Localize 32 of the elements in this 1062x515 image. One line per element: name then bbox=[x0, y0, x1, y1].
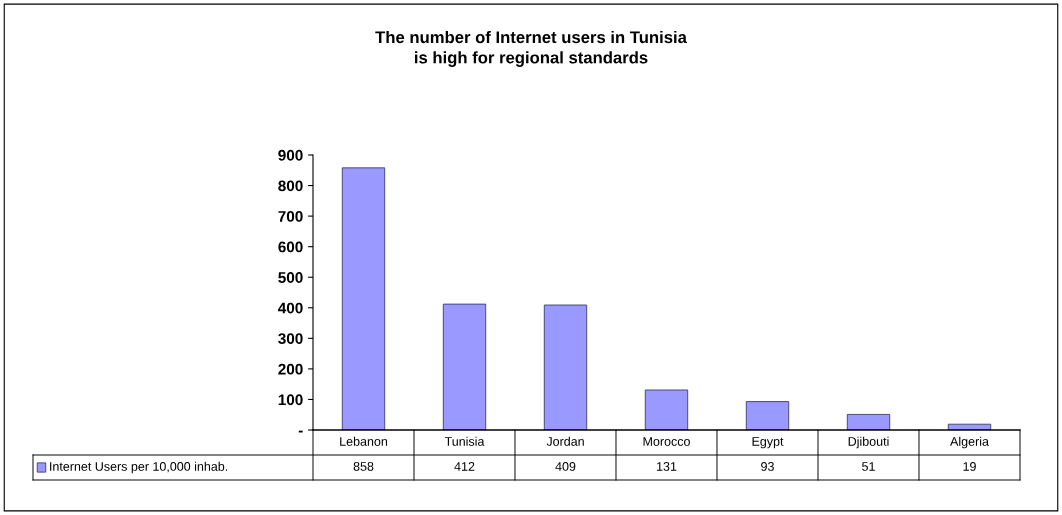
y-tick-label: 300 bbox=[278, 333, 303, 345]
bar bbox=[341, 167, 386, 430]
data-label: 409 bbox=[555, 462, 576, 471]
y-tick-label: 900 bbox=[278, 149, 303, 161]
bar bbox=[644, 389, 689, 430]
y-tick-label: 200 bbox=[278, 363, 303, 375]
y-tick-label: 800 bbox=[278, 180, 303, 192]
y-tick-label: 400 bbox=[278, 302, 303, 314]
y-tick-label: 700 bbox=[278, 210, 303, 222]
bar bbox=[745, 401, 790, 430]
data-label: 51 bbox=[862, 462, 875, 471]
bar bbox=[442, 303, 487, 430]
x-tick-label: Egypt bbox=[752, 437, 784, 449]
y-tick-label: 100 bbox=[278, 394, 303, 406]
bar bbox=[846, 414, 891, 430]
data-label: 412 bbox=[454, 462, 475, 471]
x-tick-label: Tunisia bbox=[444, 436, 485, 446]
y-tick-label: - bbox=[298, 430, 303, 433]
data-label: 93 bbox=[761, 462, 774, 471]
y-tick-label: 600 bbox=[278, 241, 303, 253]
x-tick-label: Morocco bbox=[643, 437, 690, 446]
x-tick-label: Djibouti bbox=[848, 436, 889, 449]
data-label: 858 bbox=[353, 462, 374, 471]
y-tick-label: 500 bbox=[278, 272, 303, 283]
x-tick-label: Jordan bbox=[546, 436, 584, 446]
x-tick-label: Algeria bbox=[950, 436, 989, 449]
legend-label: Internet Users per 10,000 inhab. bbox=[50, 461, 228, 474]
chart-title: The number of Internet users in Tunisia is high for regional standards bbox=[375, 30, 687, 67]
x-tick-label: Lebanon bbox=[340, 436, 388, 446]
data-label: 19 bbox=[963, 462, 976, 471]
bar bbox=[543, 304, 588, 430]
data-label: 131 bbox=[657, 462, 677, 471]
